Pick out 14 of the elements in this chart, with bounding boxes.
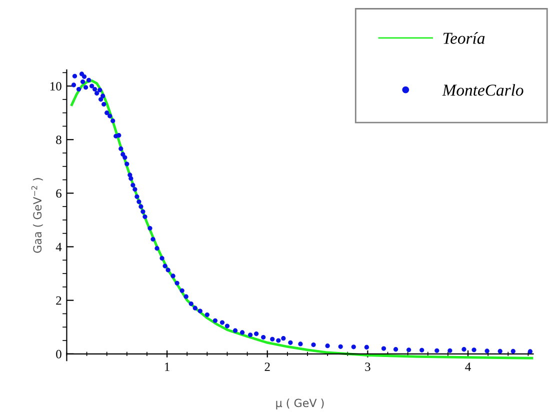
y-axis-title: Gaa ( GeV$^{−2}$ ) bbox=[31, 178, 43, 253]
x-axis-title: μ ( GeV ) bbox=[276, 398, 324, 410]
x-tick-label: 4 bbox=[465, 362, 471, 371]
y-tick-label: 10 bbox=[50, 82, 62, 90]
x-tick-label: 1 bbox=[165, 362, 170, 371]
y-tick-label: 4 bbox=[56, 242, 62, 252]
y-tick-label: 2 bbox=[56, 296, 62, 305]
x-tick-label: 3 bbox=[365, 362, 370, 372]
y-tick-label: 0 bbox=[56, 350, 62, 358]
legend-label: MonteCarlo bbox=[442, 84, 524, 96]
y-tick-label: 6 bbox=[56, 189, 62, 198]
x-tick-label: 2 bbox=[264, 362, 270, 371]
y-tick-label: 8 bbox=[56, 136, 62, 144]
legend-label: Teoría bbox=[443, 32, 485, 44]
